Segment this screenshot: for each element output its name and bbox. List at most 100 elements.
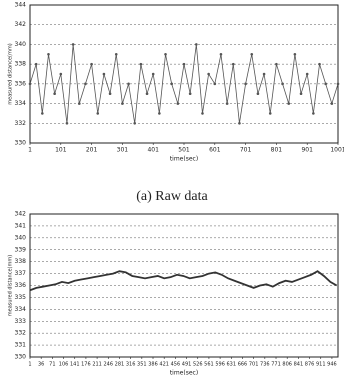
x-tick-label: 946 [327, 362, 337, 368]
data-point [207, 72, 210, 76]
x-tick-label: 561 [204, 362, 214, 368]
x-tick-label: 1001 [330, 147, 344, 154]
data-point [114, 52, 118, 56]
y-tick-label: 333 [15, 318, 27, 325]
data-point [268, 112, 272, 115]
data-point [158, 112, 161, 115]
data-point [176, 102, 180, 105]
data-point [231, 62, 235, 66]
data-point [133, 121, 137, 125]
x-tick-label: 211 [92, 362, 102, 368]
x-tick-label: 1 [28, 147, 32, 154]
x-tick-label: 801 [271, 147, 283, 154]
data-point [145, 92, 149, 96]
y-tick-label: 340 [15, 41, 27, 48]
x-tick-label: 876 [305, 362, 315, 368]
data-point [262, 72, 266, 76]
y-tick-label: 339 [15, 246, 27, 253]
x-tick-label: 301 [117, 147, 129, 154]
x-tick-label: 526 [193, 362, 203, 368]
data-point [182, 62, 186, 66]
data-point [127, 82, 130, 86]
data-point [195, 43, 198, 46]
y-tick-label: 335 [15, 294, 27, 301]
data-point [77, 102, 81, 105]
y-tick-label: 344 [15, 2, 27, 9]
caption: (a) Raw data [136, 189, 208, 204]
plot-frame [29, 4, 339, 144]
data-point [59, 72, 63, 76]
data-point [34, 62, 38, 66]
data-point [225, 102, 229, 105]
y-tick-label: 340 [15, 234, 27, 241]
y-tick-label: 330 [15, 140, 27, 147]
data-point [90, 62, 93, 66]
data-point [108, 92, 112, 96]
y-tick-label: 332 [15, 330, 27, 337]
y-tick-label: 338 [15, 258, 27, 265]
x-tick-label: 631 [227, 362, 237, 368]
x-tick-label: 246 [104, 362, 114, 368]
x-tick-label: 386 [148, 362, 158, 368]
y-tick-label: 337 [15, 270, 27, 277]
data-point [324, 82, 327, 86]
y-tick-label: 342 [15, 21, 27, 28]
data-point [28, 82, 32, 86]
x-tick-label: 281 [115, 362, 125, 368]
data-point [213, 82, 217, 86]
data-point [330, 102, 334, 105]
data-point [275, 62, 278, 66]
x-tick-label: 201 [86, 147, 98, 154]
x-tick-label: 701 [249, 362, 259, 368]
data-point [312, 112, 315, 115]
data-point [71, 43, 75, 46]
x-tick-label: 491 [182, 362, 192, 368]
data-point [299, 92, 303, 96]
data-point [281, 82, 284, 86]
x-tick-label: 456 [171, 362, 181, 368]
data-point [305, 72, 309, 76]
data-point [293, 52, 297, 56]
data-point [219, 52, 223, 56]
data-point [238, 121, 241, 125]
data-point [250, 52, 254, 56]
x-tick-label: 901 [301, 147, 313, 154]
y-axis-label: measured distance(mm) [8, 43, 14, 104]
x-tick-label: 666 [238, 362, 248, 368]
data-point [151, 72, 155, 76]
data-point [336, 82, 340, 86]
y-tick-label: 330 [15, 354, 27, 361]
data-point [287, 102, 291, 105]
x-tick-label: 736 [260, 362, 270, 368]
x-tick-label: 316 [126, 362, 136, 368]
data-point [53, 92, 56, 96]
data-point [96, 112, 100, 115]
y-tick-label: 338 [15, 61, 27, 68]
data-point [244, 82, 247, 86]
x-tick-label: 1 [28, 362, 31, 368]
y-tick-label: 336 [15, 282, 27, 289]
x-tick-label: 501 [178, 147, 190, 154]
x-tick-label: 36 [38, 362, 44, 368]
data-point [102, 72, 106, 76]
data-point [84, 82, 87, 86]
y-tick-label: 336 [15, 80, 27, 87]
y-axis-label: measured distance(mm) [8, 255, 14, 316]
data-point [65, 121, 69, 125]
y-tick-label: 341 [15, 222, 27, 229]
data-point [170, 82, 173, 86]
x-tick-label: 911 [316, 362, 326, 368]
plot-frame [29, 213, 339, 358]
x-tick-label: 401 [147, 147, 159, 154]
x-tick-label: 806 [282, 362, 292, 368]
x-tick-label: 71 [49, 362, 55, 368]
x-tick-label: 601 [209, 147, 221, 154]
y-tick-label: 332 [15, 120, 27, 127]
y-tick-label: 334 [15, 306, 27, 313]
data-point [47, 52, 50, 56]
x-tick-label: 701 [240, 147, 252, 154]
data-point [201, 112, 204, 115]
x-tick-label: 176 [81, 362, 91, 368]
data-point [41, 112, 44, 115]
